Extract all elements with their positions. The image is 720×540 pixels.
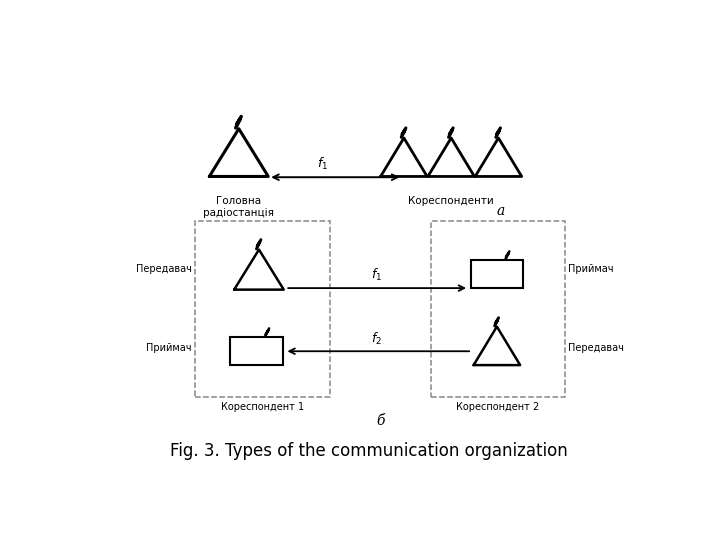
Text: Приймач: Приймач bbox=[146, 343, 192, 353]
Text: б: б bbox=[377, 414, 385, 428]
Bar bbox=[431, 221, 565, 397]
Bar bbox=[230, 338, 283, 365]
Text: $f_1$: $f_1$ bbox=[372, 267, 382, 284]
Bar bbox=[194, 221, 330, 397]
Text: Головна
радіостанція: Головна радіостанція bbox=[203, 195, 274, 218]
Text: a: a bbox=[497, 204, 505, 218]
Text: Кореспондент 1: Кореспондент 1 bbox=[221, 402, 304, 412]
Text: Fig. 3. Types of the communication organization: Fig. 3. Types of the communication organ… bbox=[170, 442, 568, 460]
Text: Передавач: Передавач bbox=[568, 343, 624, 353]
Text: $f_2$: $f_2$ bbox=[372, 330, 382, 347]
Text: $f_1$: $f_1$ bbox=[317, 156, 328, 172]
Text: Передавач: Передавач bbox=[135, 264, 192, 274]
Text: Приймач: Приймач bbox=[568, 264, 613, 274]
Bar bbox=[471, 260, 523, 288]
Text: Кореспонденти: Кореспонденти bbox=[408, 195, 494, 206]
Text: Кореспондент 2: Кореспондент 2 bbox=[456, 402, 540, 412]
